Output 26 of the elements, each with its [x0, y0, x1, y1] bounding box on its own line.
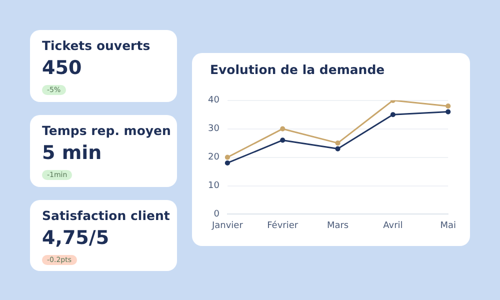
- y-tick-label: 30: [208, 124, 220, 134]
- text: 5 min: [42, 142, 103, 164]
- x-tick-label: Mai: [440, 220, 456, 231]
- x-tick-label: Janvier: [210, 220, 244, 231]
- point: [446, 109, 451, 114]
- point: [280, 126, 286, 132]
- y-tick-label: 20: [208, 152, 220, 163]
- point: [446, 104, 451, 109]
- point: [224, 160, 230, 166]
- point: [390, 112, 396, 118]
- x-tick-label: Mars: [326, 220, 349, 231]
- chart-title: Evolution de la demande: [210, 62, 385, 77]
- text: 450: [42, 57, 83, 79]
- text: Tickets ouverts: [42, 38, 152, 53]
- point: [224, 154, 230, 160]
- text: Satisfaction client: [42, 208, 170, 223]
- point: [335, 146, 340, 152]
- text: Temps rep. moyen: [42, 123, 171, 138]
- point: [280, 138, 286, 143]
- x-tick-label: Février: [267, 220, 298, 231]
- x-tick-label: Avril: [383, 220, 403, 231]
- point: [335, 140, 340, 146]
- y-tick-label: 10: [208, 181, 220, 192]
- y-tick-label: 0: [214, 210, 220, 220]
- y-tick-label: 40: [208, 96, 220, 106]
- text: 4,75/5: [42, 227, 110, 249]
